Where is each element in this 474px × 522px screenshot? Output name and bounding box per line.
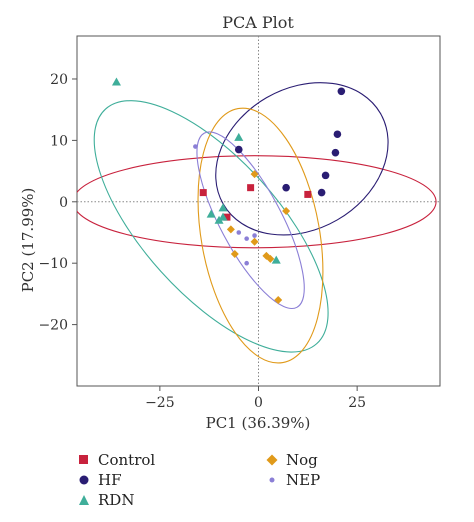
point-control bbox=[223, 213, 231, 221]
ellipse-hf bbox=[215, 82, 389, 236]
x-tick-label: 0 bbox=[254, 395, 263, 411]
point-hf bbox=[331, 148, 340, 157]
point-rdn bbox=[111, 77, 121, 86]
x-tick-label: −25 bbox=[145, 395, 175, 411]
y-tick-label: 10 bbox=[50, 133, 68, 149]
point-nep bbox=[252, 233, 257, 238]
legend-label-nep: NEP bbox=[286, 471, 321, 489]
legend-label-control: Control bbox=[98, 451, 156, 469]
point-rdn bbox=[206, 209, 216, 218]
y-axis-label: PC2 (17.99%) bbox=[19, 188, 37, 293]
legend-item-control: Control bbox=[78, 451, 155, 469]
point-hf bbox=[321, 171, 330, 180]
legend-marker-hf bbox=[79, 475, 89, 485]
point-rdn bbox=[271, 255, 281, 264]
point-nep bbox=[236, 230, 242, 235]
point-hf bbox=[337, 87, 346, 96]
point-hf bbox=[234, 145, 243, 154]
point-control bbox=[304, 190, 312, 198]
legend-marker-rdn bbox=[79, 495, 89, 505]
point-nep bbox=[193, 144, 198, 149]
point-rdn bbox=[218, 203, 228, 212]
legend-item-nep: NEP bbox=[266, 471, 320, 489]
ellipse-rdn bbox=[93, 100, 329, 353]
point-nog bbox=[226, 225, 235, 234]
x-axis-label: PC1 (36.39%) bbox=[206, 414, 311, 432]
confidence-ellipses bbox=[77, 82, 437, 364]
legend-label-rdn: RDN bbox=[98, 491, 135, 509]
legend-item-rdn: RDN bbox=[78, 491, 134, 509]
chart-title: PCA Plot bbox=[222, 13, 294, 32]
legend-marker-nep bbox=[269, 477, 275, 483]
point-rdn bbox=[214, 215, 224, 224]
x-tick-label: 25 bbox=[348, 395, 366, 411]
point-nog bbox=[274, 296, 283, 305]
point-nep bbox=[244, 236, 249, 241]
point-hf bbox=[333, 130, 342, 139]
legend-marker-control bbox=[79, 455, 88, 464]
y-tick-label: 20 bbox=[50, 72, 68, 88]
ellipse-nep bbox=[196, 131, 305, 310]
legend-item-hf: HF bbox=[78, 471, 122, 489]
point-rdn bbox=[234, 132, 244, 141]
point-control bbox=[199, 189, 207, 197]
point-nog bbox=[282, 207, 291, 215]
legend-item-nog: Nog bbox=[266, 451, 318, 469]
plot-area: −25 0 25 20 10 0 −10 −20 bbox=[38, 35, 441, 411]
point-nog bbox=[230, 249, 239, 258]
point-hf bbox=[317, 188, 326, 197]
point-nog bbox=[250, 170, 259, 179]
y-tick-label: −10 bbox=[38, 256, 68, 272]
point-rdn bbox=[218, 212, 228, 221]
legend-marker-nog bbox=[266, 454, 278, 466]
ellipse-nog bbox=[197, 107, 324, 364]
ellipse-control bbox=[77, 155, 437, 249]
y-tick-label: −20 bbox=[38, 318, 68, 334]
legend-label-nog: Nog bbox=[286, 451, 318, 469]
point-nog bbox=[250, 237, 259, 246]
legend-label-hf: HF bbox=[98, 471, 122, 489]
point-nep bbox=[244, 260, 249, 266]
point-hf bbox=[282, 183, 290, 192]
point-control bbox=[247, 184, 255, 192]
point-nog bbox=[266, 254, 275, 263]
y-tick-label: 0 bbox=[59, 195, 68, 211]
